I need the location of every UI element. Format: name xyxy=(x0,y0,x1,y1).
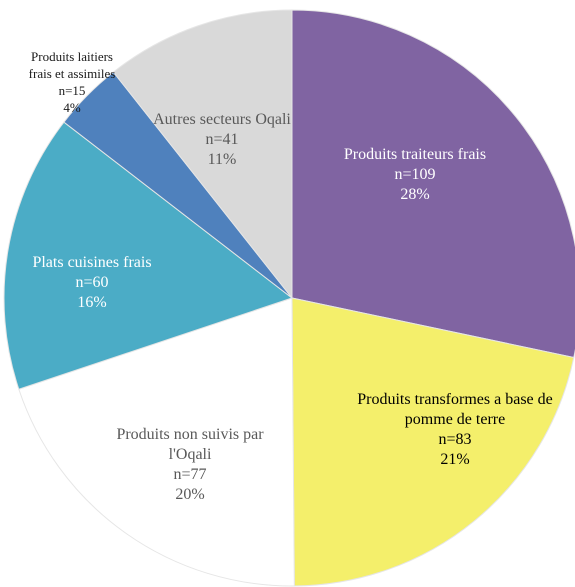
label-line: n=60 xyxy=(75,274,109,291)
label-line: n=41 xyxy=(205,131,239,148)
label-line: Produits traiteurs frais xyxy=(343,146,487,163)
label-line: n=15 xyxy=(58,83,86,98)
slice-label: Produits transformes a base de pomme de … xyxy=(355,390,555,470)
slice-label: Produits traiteurs frais n=109 28% xyxy=(295,145,535,205)
label-line: 21% xyxy=(440,451,470,468)
label-line: n=77 xyxy=(173,466,207,483)
pie-slice xyxy=(291,297,575,587)
label-line: Plats cuisines frais xyxy=(32,254,152,271)
pie-slice xyxy=(112,9,293,300)
label-line: 16% xyxy=(77,294,107,311)
label-line: Produits transformes a base de pomme de … xyxy=(357,391,553,428)
pie-slice xyxy=(3,121,294,390)
label-line: n=109 xyxy=(394,166,436,183)
label-line: 11% xyxy=(207,151,237,168)
label-line: 20% xyxy=(175,486,205,503)
pie-slice xyxy=(291,9,575,359)
slice-label: Produits non suivis par l'Oqali n=77 20% xyxy=(103,425,278,505)
label-line: 28% xyxy=(400,186,430,203)
label-line: Produits non suivis par l'Oqali xyxy=(116,426,264,463)
pie-slice xyxy=(18,297,295,587)
label-line: Produits laitiers frais et assimiles xyxy=(28,49,116,81)
label-line: n=83 xyxy=(438,431,472,448)
slice-label: Produits laitiers frais et assimiles n=15… xyxy=(22,48,122,116)
slice-label: Autres secteurs Oqali n=41 11% xyxy=(150,110,295,170)
label-line: Autres secteurs Oqali xyxy=(153,111,291,128)
label-line: 4% xyxy=(63,100,81,115)
slice-label: Plats cuisines frais n=60 16% xyxy=(0,253,192,313)
